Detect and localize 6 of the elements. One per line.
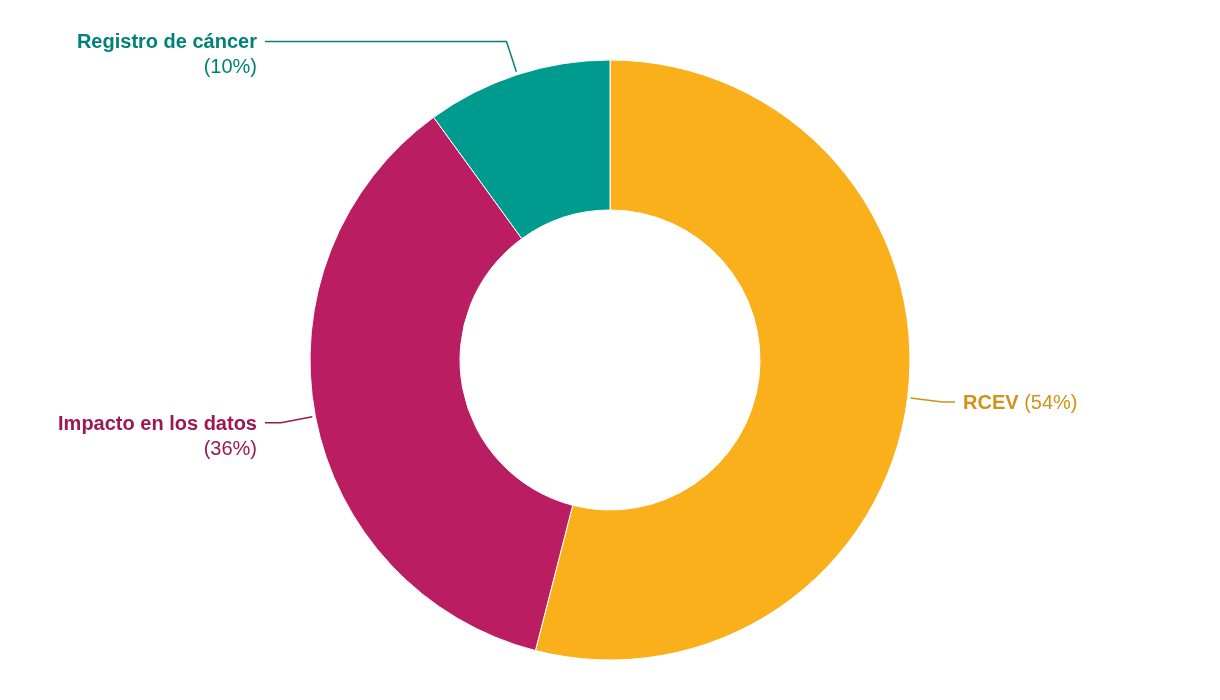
slice-label: Impacto en los datos — [58, 411, 257, 434]
data-label: (54%) — [1018, 390, 1078, 413]
data-label: (36%) — [203, 436, 257, 459]
slice-label: RCEV — [963, 390, 1020, 413]
slice-label: Registro de cáncer — [76, 30, 258, 53]
data-label: (10%) — [203, 55, 257, 78]
